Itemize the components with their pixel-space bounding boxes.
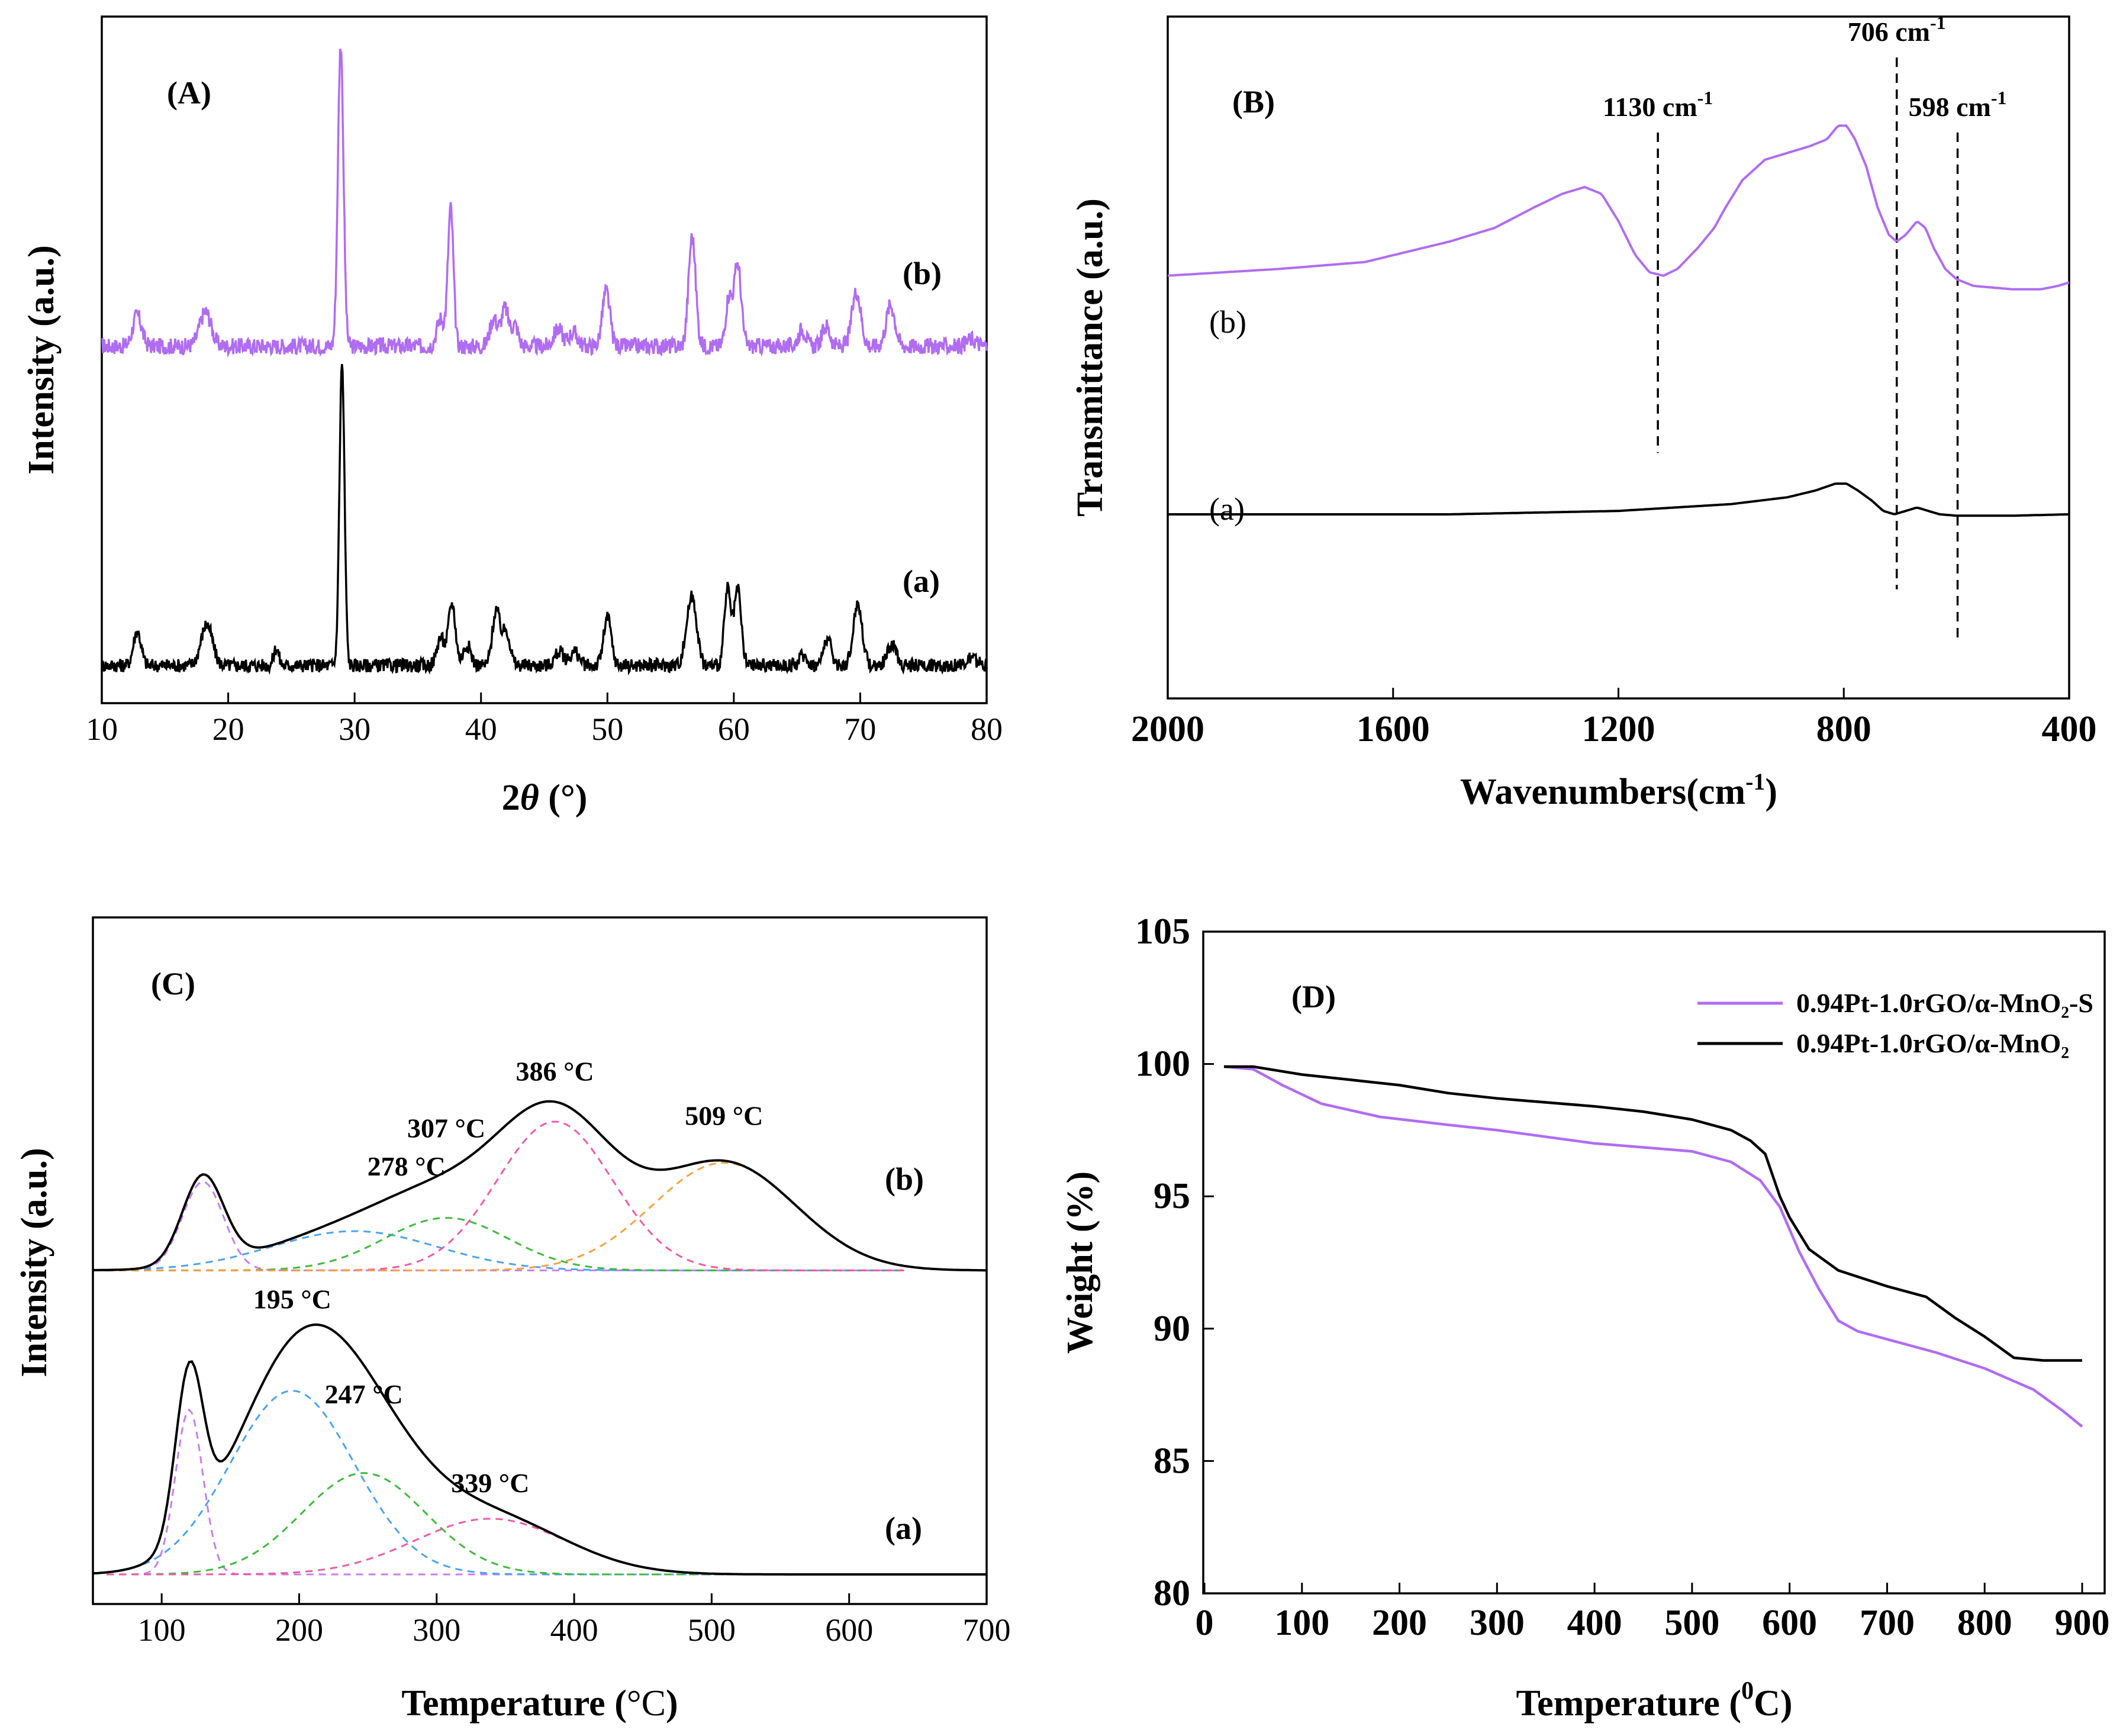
panel-a-x-tick-label: 80 <box>971 711 1003 747</box>
panel-c-envelope-a <box>92 1323 987 1576</box>
panel-d-y-axis-title: Weight (%) <box>1060 1171 1100 1354</box>
panel-d-x-tick-label: 800 <box>1957 1603 2012 1643</box>
panel-d-label: (D) <box>1291 979 1336 1014</box>
panel-a-series-b <box>101 49 988 358</box>
panel-c-tpr: 100 200 300 400 500 600 700 278 °C 307 °C 386 °C… <box>14 916 1011 1724</box>
panel-d-x-axis-title: Temperature (0C) <box>1516 1677 1793 1724</box>
panel-b-series-a <box>1168 482 2070 517</box>
panel-a-curve-label-a: (a) <box>903 563 940 599</box>
panel-d-series-s <box>1223 1065 2083 1428</box>
panel-d-x-tick-label: 900 <box>2055 1603 2110 1643</box>
panel-c-component-240 <box>107 1230 904 1271</box>
panel-b-x-ticks: 2000 1600 1200 800 400 <box>1131 688 2097 749</box>
panel-b-curves <box>1167 124 2070 517</box>
panel-c-component-247 <box>107 1472 904 1576</box>
panel-d-series-plain <box>1224 1065 2082 1362</box>
panel-b-x-tick-label: 1600 <box>1357 709 1430 749</box>
panel-b-curve-label-a: (a) <box>1209 491 1245 527</box>
panel-a-label: (A) <box>167 75 211 111</box>
panel-b-annotation-label: 1130 cm-1 <box>1603 87 1713 122</box>
panel-b-annotations: 1130 cm-1 706 cm-1 598 cm-1 <box>1603 12 2007 644</box>
panel-b-annotation-label: 706 cm-1 <box>1848 12 1946 47</box>
panel-a-curve-label-b: (b) <box>903 256 942 291</box>
panel-b-x-tick-label: 400 <box>2042 709 2097 749</box>
panel-c-component-509 <box>107 1162 904 1271</box>
panel-c-x-tick-label: 600 <box>825 1612 873 1648</box>
panel-a-y-axis-title: Intensity (a.u.) <box>21 245 62 475</box>
panel-c-curves <box>92 1100 987 1576</box>
panel-c-peak-label: 339 °C <box>451 1468 529 1498</box>
panel-c-x-tick-label: 300 <box>413 1612 460 1648</box>
panel-d-x-tick-label: 500 <box>1664 1603 1719 1643</box>
panel-d-y-tick-label: 100 <box>1135 1044 1190 1084</box>
panel-c-x-axis-title: Temperature (°C) <box>401 1683 678 1724</box>
panel-c-peak-label: 386 °C <box>516 1056 594 1086</box>
panel-b-x-axis-title: Wavenumbers(cm-1) <box>1460 768 1777 812</box>
panel-a-x-tick-label: 60 <box>718 711 750 747</box>
panel-c-peak-label: 195 °C <box>253 1284 331 1315</box>
panel-c-x-tick-label: 400 <box>550 1612 598 1648</box>
panel-d-y-tick-label: 90 <box>1154 1309 1190 1349</box>
panel-d-x-tick-label: 0 <box>1196 1603 1214 1643</box>
panel-d-y-tick-label: 105 <box>1135 912 1190 952</box>
panel-d-x-tick-label: 600 <box>1762 1603 1817 1643</box>
panel-d-tga: 0 100 200 300 400 500 600 700 800 900 80 85 90 95 100 1… <box>1060 912 2110 1724</box>
panel-b-x-tick-label: 2000 <box>1131 709 1204 749</box>
panel-d-y-tick-label: 80 <box>1154 1573 1190 1613</box>
panel-a-curves <box>101 49 988 676</box>
panel-a-x-axis-title: 2θ (°) <box>502 778 588 818</box>
panel-a-series-a <box>101 364 988 676</box>
panel-a-x-tick-label: 70 <box>844 711 876 747</box>
panel-d-x-tick-label: 300 <box>1470 1603 1525 1643</box>
panel-c-y-axis-title: Intensity (a.u.) <box>14 1148 54 1377</box>
panel-c-peak-label: 278 °C <box>368 1151 446 1181</box>
panel-b-y-axis-title: Transmittance (a.u.) <box>1070 198 1110 517</box>
panel-d-y-tick-label: 85 <box>1154 1441 1190 1481</box>
panel-c-peak-label: 247 °C <box>325 1379 403 1409</box>
panel-d-frame <box>1202 930 2106 1595</box>
panel-c-x-tick-label: 100 <box>138 1612 186 1648</box>
panel-b-annotation-label: 598 cm-1 <box>1909 87 2007 122</box>
panel-c-envelope-b <box>92 1100 987 1272</box>
panel-c-component-307 <box>107 1217 904 1271</box>
panel-c-x-tick-label: 200 <box>275 1612 323 1648</box>
panel-a-x-tick-label: 20 <box>212 711 244 747</box>
panel-b-label: (B) <box>1232 84 1275 120</box>
panel-b-curve-label-b: (b) <box>1209 304 1246 340</box>
panel-b-x-tick-label: 1200 <box>1582 709 1655 749</box>
panel-a-xrd: 10 20 30 40 50 60 70 80 (A) (b) (a) 2θ (°) Inte… <box>21 15 1003 818</box>
panel-c-component-130 <box>107 1181 904 1271</box>
panel-a-frame <box>101 15 988 704</box>
panel-d-x-tick-label: 700 <box>1860 1603 1915 1643</box>
panel-c-curve-label-b: (b) <box>885 1161 924 1197</box>
panel-c-label: (C) <box>151 966 195 1001</box>
panel-d-x-tick-label: 100 <box>1274 1603 1329 1643</box>
panel-c-component-339 <box>107 1518 904 1576</box>
panel-d-x-tick-label: 400 <box>1567 1603 1622 1643</box>
panel-a-x-tick-label: 40 <box>465 711 497 747</box>
panel-d-x-tick-label: 200 <box>1372 1603 1427 1643</box>
panel-d-curves <box>1223 1065 2083 1428</box>
panel-c-peak-label: 307 °C <box>407 1113 485 1144</box>
panel-b-x-tick-label: 800 <box>1816 709 1871 749</box>
panel-a-x-tick-label: 10 <box>86 711 118 747</box>
legend-label-plain: 0.94Pt-1.0rGO/α-MnO₂ <box>1796 1028 2069 1058</box>
panel-d-ticks: 0 100 200 300 400 500 600 700 800 900 80 85 90 95 100 1… <box>1135 912 2110 1643</box>
panel-b-series-b <box>1167 124 2070 291</box>
panel-c-x-ticks: 100 200 300 400 500 600 700 <box>138 1593 1011 1648</box>
panel-c-x-tick-label: 500 <box>688 1612 736 1648</box>
panel-c-frame <box>92 916 988 1605</box>
panel-a-x-ticks: 10 20 30 40 50 60 70 80 <box>86 693 1003 747</box>
panel-b-ftir: 2000 1600 1200 800 400 1130 cm-1 706 cm-1 598 … <box>1070 12 2097 812</box>
panel-c-curve-label-a: (a) <box>885 1510 922 1546</box>
panel-c-peak-label: 509 °C <box>685 1100 763 1131</box>
panel-c-peak-labels: 278 °C 307 °C 386 °C 509 °C 195 °C 247 °C 339 … <box>253 1056 763 1497</box>
panel-a-x-tick-label: 30 <box>339 711 371 747</box>
panel-c-x-tick-label: 700 <box>963 1612 1011 1648</box>
panel-a-x-tick-label: 50 <box>591 711 623 747</box>
panel-d-y-tick-label: 95 <box>1154 1176 1190 1216</box>
legend-label-s: 0.94Pt-1.0rGO/α-MnO₂-S <box>1796 988 2093 1018</box>
